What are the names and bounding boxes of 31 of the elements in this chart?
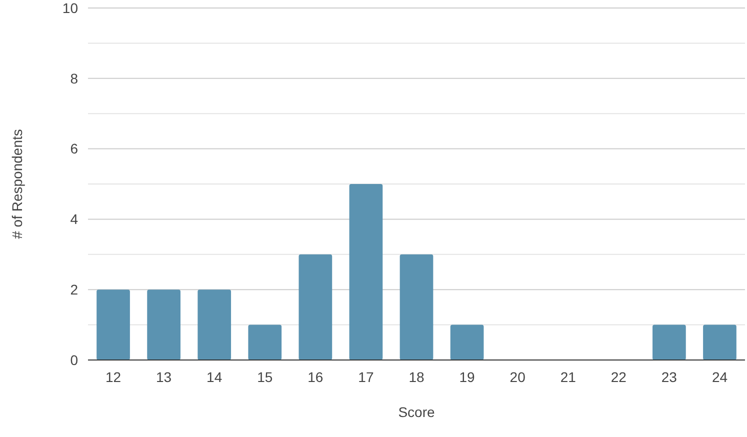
- bar: [400, 254, 434, 360]
- x-tick-label: 23: [661, 369, 678, 385]
- y-tick-label: 0: [70, 352, 78, 368]
- y-tick-label: 4: [70, 211, 78, 228]
- bar: [248, 324, 282, 360]
- x-tick-label: 16: [308, 369, 324, 385]
- x-tick-label: 17: [358, 369, 374, 385]
- bar: [198, 290, 232, 360]
- y-axis-title: # of Respondents: [9, 129, 25, 239]
- bar: [96, 290, 130, 360]
- y-tick-label: 10: [62, 0, 78, 16]
- y-tick-label: 8: [70, 70, 78, 86]
- x-tick-label: 22: [610, 369, 627, 385]
- bar: [703, 324, 736, 360]
- x-axis-title: Score: [398, 404, 435, 420]
- x-tick-label: 12: [105, 369, 122, 385]
- y-tick-label: 2: [70, 282, 78, 298]
- x-tick-label: 24: [712, 369, 728, 385]
- x-tick-label: 19: [459, 369, 476, 385]
- bar: [349, 184, 383, 360]
- bar: [652, 324, 686, 360]
- bar: [298, 254, 332, 360]
- x-tick-label: 15: [257, 369, 273, 385]
- bar: [147, 290, 180, 360]
- bar: [450, 324, 484, 360]
- x-tick-label: 18: [408, 369, 424, 385]
- x-tick-label: 14: [206, 369, 222, 385]
- x-tick-label: 21: [560, 369, 576, 385]
- x-tick-label: 20: [510, 369, 526, 385]
- y-tick-label: 6: [70, 140, 78, 157]
- x-tick-label: 13: [156, 369, 172, 385]
